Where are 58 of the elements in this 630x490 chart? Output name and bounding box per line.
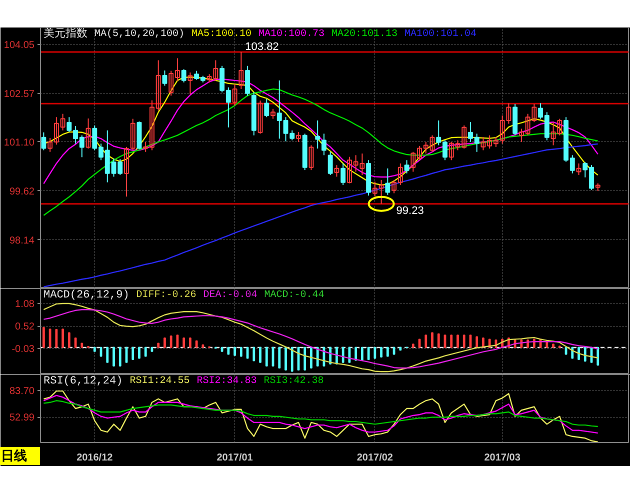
candlestick [124,146,129,198]
x-tick-label: 2017/01 [216,452,254,464]
candlestick [238,51,244,90]
candlestick [315,120,320,150]
candlestick [258,100,263,134]
y-tick-label: 104.05 [4,40,35,51]
legend-title: MA(5,10,20,100) [94,28,185,40]
candlestick [340,162,346,186]
candlestick [130,118,136,151]
series-label: DIFF:-0.26 [136,290,196,301]
x-tick-label: 2017/03 [484,452,521,464]
candlestick [308,144,314,171]
candlestick [385,168,390,196]
y-tick-label: 83.70 [9,386,35,397]
candlestick [162,70,168,86]
candlestick [181,68,186,83]
line-series [43,400,598,428]
annotation: 99.23 [396,204,424,217]
series-label: RSI2:34.83 [196,376,257,387]
text: RSI3:42.38 [264,376,324,387]
candlestick [41,132,46,151]
y-tick-label: 98.14 [9,235,35,246]
candlestick [296,132,301,142]
y-tick-label: -0.03 [12,344,35,356]
y-tick-label: 102.57 [4,88,35,100]
y-tick-label: 1.08 [15,299,35,310]
candlestick [321,133,326,156]
candlestick [245,65,250,96]
candlestick [188,72,193,94]
line-series [43,143,598,288]
text: MA100:101.04 [404,29,477,40]
candlestick [264,98,270,118]
line-series [43,88,598,216]
x-tick-label: 2017/02 [356,452,394,464]
candlestick [270,108,276,120]
text: MA10:100.73 [258,29,325,40]
annotation: MACD:-0.44 [264,290,324,301]
x-axis-title: 日线 [1,447,27,465]
candlestick [576,162,582,176]
y-tick-label: 52.99 [9,412,35,424]
x-tick-label: 2016/12 [76,452,114,464]
series-label: RSI1:24.55 [130,376,190,387]
line-series [43,394,598,434]
y-tick-label: 101.10 [4,137,35,148]
line-series [43,390,598,442]
candlestick [86,118,91,150]
candlestick [328,151,333,176]
candlestick [232,84,238,106]
chart-title: RSI(6,12,24) [44,376,123,388]
y-tick-label: 0.52 [15,322,35,333]
chart-title: MACD(26,12,9) [44,290,130,302]
candlestick [334,164,340,178]
text: MA5:100.10 [192,29,252,40]
candlestick [404,160,410,174]
series-label: DEA:-0.04 [203,290,258,301]
y-tick-label: 99.62 [9,186,35,198]
text: MA20:101.13 [332,29,398,40]
annotation: 103.82 [245,40,279,53]
